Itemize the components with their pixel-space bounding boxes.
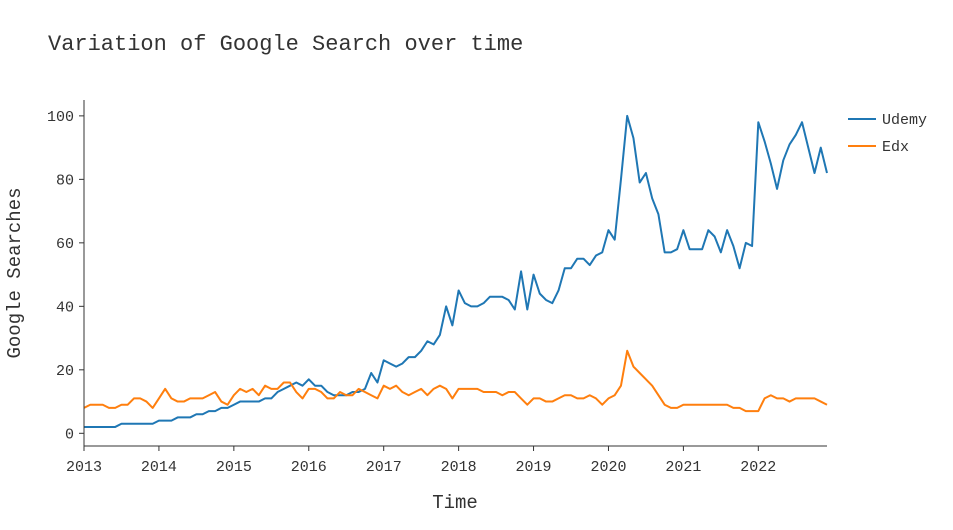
x-tick-label: 2014 (141, 459, 177, 476)
chart-title: Variation of Google Search over time (48, 32, 523, 57)
x-axis-title: Time (432, 492, 478, 514)
x-tick-label: 2019 (516, 459, 552, 476)
x-tick-label: 2015 (216, 459, 252, 476)
legend-label: Udemy (882, 112, 927, 129)
y-tick-label: 80 (56, 172, 74, 189)
x-tick-label: 2013 (66, 459, 102, 476)
legend-label: Edx (882, 139, 909, 156)
y-axis-ticks: 0 20 40 60 80 100 (47, 109, 84, 443)
x-tick-label: 2017 (366, 459, 402, 476)
y-tick-label: 0 (65, 426, 74, 443)
x-tick-label: 2020 (590, 459, 626, 476)
series-line-udemy (84, 114, 828, 428)
x-axis-ticks: 2013 2014 2015 2016 2017 2018 2019 2020 2021 2022 (66, 446, 776, 476)
x-tick-label: 2022 (740, 459, 776, 476)
x-tick-label: 2016 (291, 459, 327, 476)
y-tick-label: 60 (56, 236, 74, 253)
plot-area (83, 114, 828, 428)
series-line-edx (83, 349, 828, 413)
x-tick-label: 2018 (441, 459, 477, 476)
x-tick-label: 2021 (665, 459, 701, 476)
y-tick-label: 20 (56, 363, 74, 380)
y-tick-label: 100 (47, 109, 74, 126)
legend: Udemy Edx (848, 112, 927, 156)
y-tick-label: 40 (56, 299, 74, 316)
y-axis-title: Google Searches (4, 187, 26, 358)
legend-item-edx: Edx (848, 139, 909, 156)
legend-item-udemy: Udemy (848, 112, 927, 129)
